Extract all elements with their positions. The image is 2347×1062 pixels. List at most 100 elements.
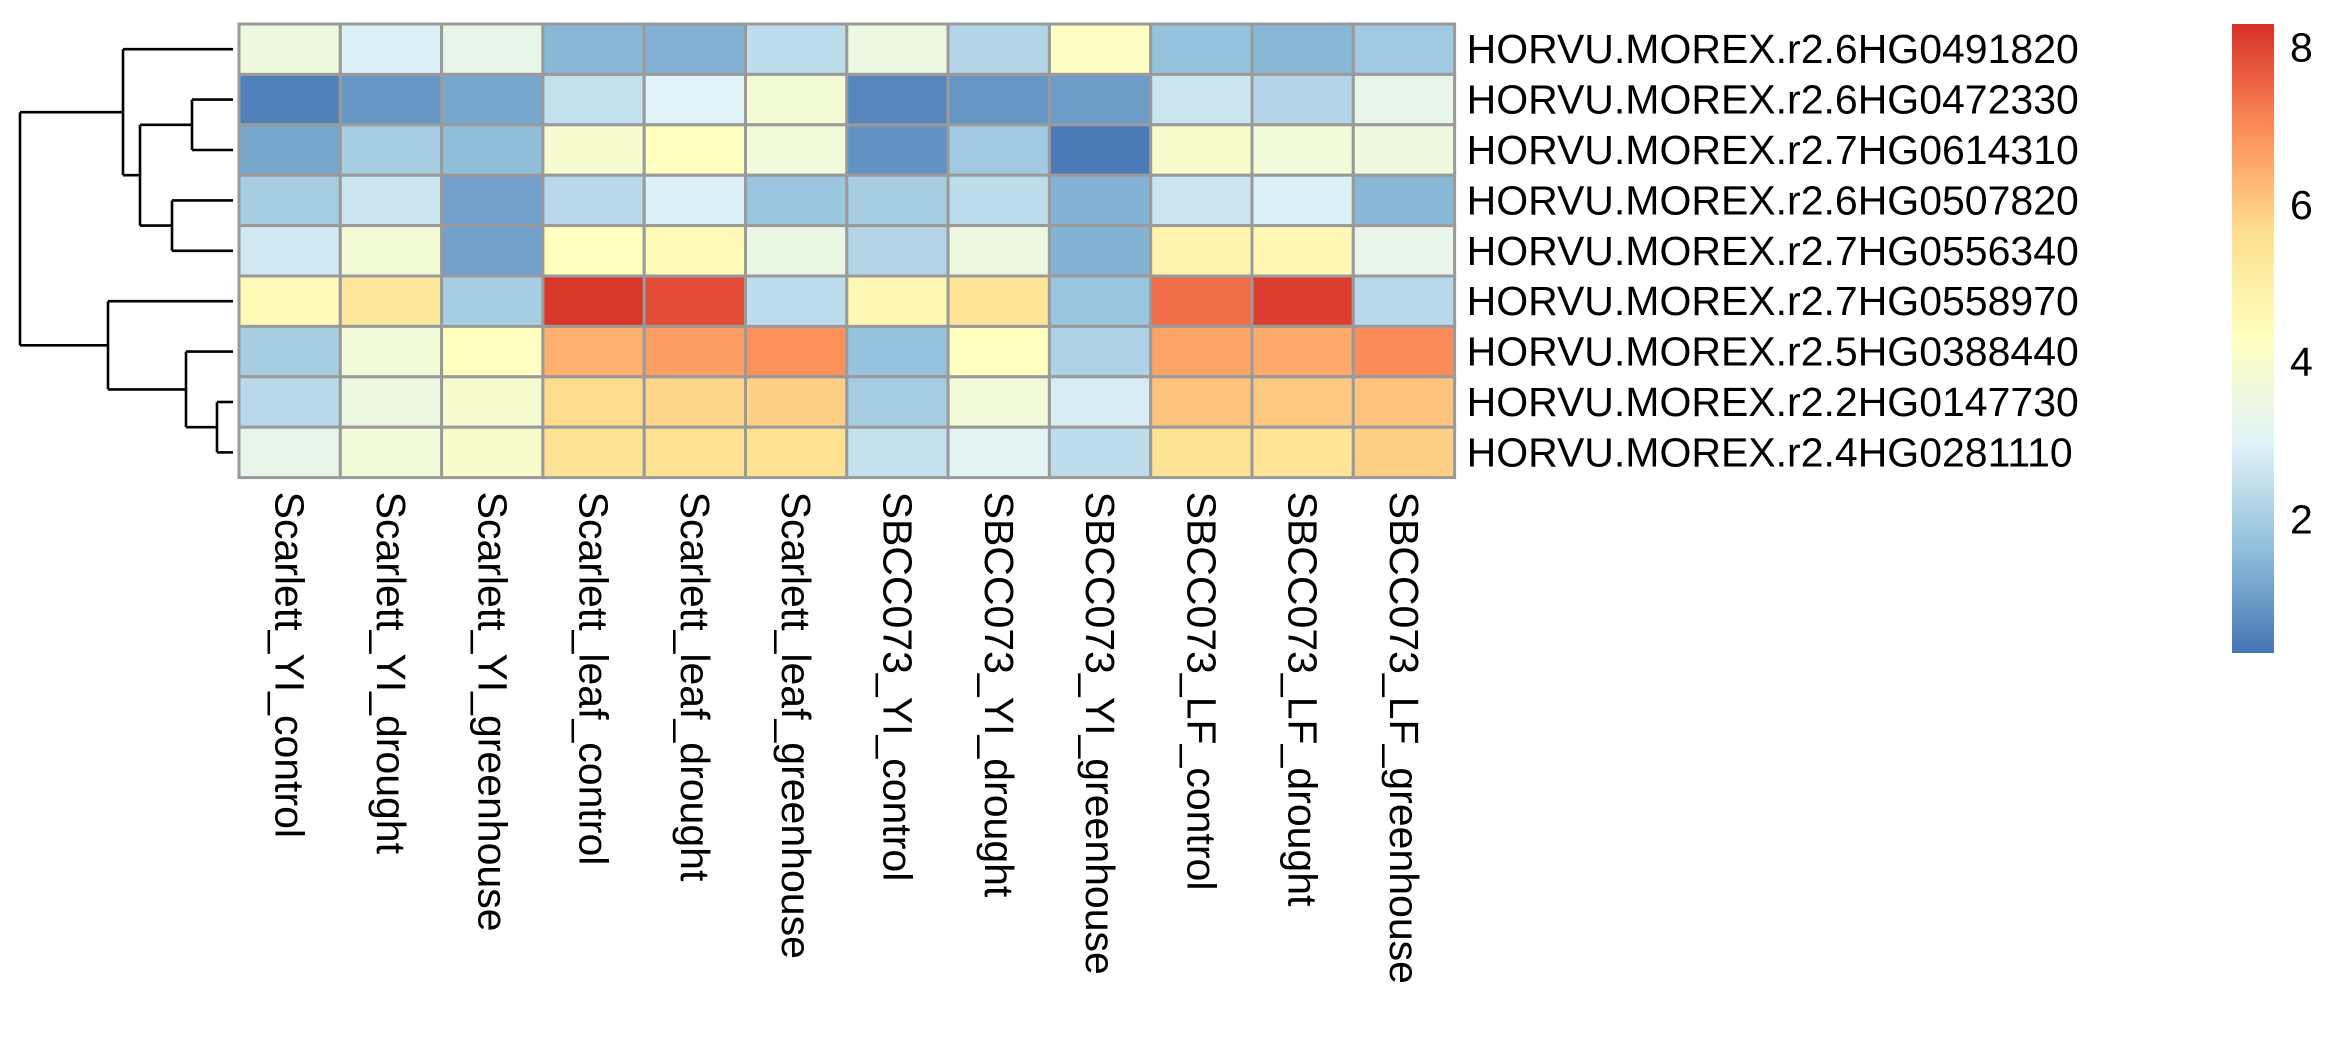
heatmap-cell bbox=[1351, 224, 1457, 278]
heatmap-cell bbox=[1351, 375, 1457, 429]
heatmap-cell bbox=[1149, 224, 1254, 278]
heatmap-cell bbox=[1047, 274, 1153, 328]
heatmap-cell bbox=[1047, 123, 1153, 177]
row-label: HORVU.MOREX.r2.7HG0558970 bbox=[1467, 278, 2079, 324]
column-label: SBCC073_LF_greenhouse bbox=[1381, 492, 1427, 984]
column-label: SBCC073_LF_drought bbox=[1280, 492, 1326, 907]
row-dendrogram bbox=[18, 47, 233, 454]
heatmap-cell bbox=[440, 324, 545, 379]
heatmap-cell bbox=[1047, 173, 1153, 228]
heatmap-cell bbox=[440, 375, 545, 429]
row-label: HORVU.MOREX.r2.7HG0614310 bbox=[1467, 127, 2079, 173]
heatmap-cell bbox=[946, 224, 1051, 278]
heatmap-cell bbox=[237, 274, 342, 328]
heatmap-cell bbox=[1250, 324, 1355, 379]
heatmap-cell bbox=[237, 123, 342, 177]
heatmap-cell bbox=[744, 375, 849, 429]
heatmap-cell bbox=[642, 375, 748, 429]
heatmap-cell bbox=[946, 274, 1051, 328]
column-label: Scarlett_leaf_control bbox=[571, 492, 617, 866]
heatmap-cell bbox=[541, 72, 646, 127]
column-label: Scarlett_leaf_greenhouse bbox=[773, 492, 819, 959]
heatmap-cell bbox=[1351, 324, 1457, 379]
heatmap-cell bbox=[237, 224, 342, 278]
heatmap-cell bbox=[440, 274, 545, 328]
heatmap-cell bbox=[744, 274, 849, 328]
heatmap-cell bbox=[1250, 22, 1355, 76]
column-label: Scarlett_YI_drought bbox=[368, 492, 414, 855]
heatmap-cell bbox=[845, 173, 950, 228]
heatmap-cell bbox=[440, 72, 545, 127]
heatmap-cell bbox=[237, 22, 342, 76]
heatmap-cell bbox=[1149, 72, 1254, 127]
heatmap-cell bbox=[1149, 22, 1254, 76]
heatmap-cell bbox=[338, 123, 444, 177]
heatmap-cell bbox=[541, 375, 646, 429]
heatmap-cell bbox=[541, 173, 646, 228]
heatmap-cell bbox=[338, 425, 444, 480]
heatmap-cell bbox=[642, 173, 748, 228]
row-label: HORVU.MOREX.r2.6HG0491820 bbox=[1467, 26, 2079, 72]
heatmap-cell bbox=[845, 274, 950, 328]
heatmap-cell bbox=[237, 173, 342, 228]
heatmap-cell bbox=[744, 72, 849, 127]
heatmap-cell bbox=[338, 324, 444, 379]
heatmap-cell bbox=[845, 375, 950, 429]
heatmap-cell bbox=[440, 425, 545, 480]
column-label: SBCC073_YI_greenhouse bbox=[1077, 492, 1123, 975]
heatmap-cell bbox=[946, 123, 1051, 177]
heatmap-cell bbox=[1149, 274, 1254, 328]
heatmap-cell bbox=[1351, 72, 1457, 127]
row-label: HORVU.MOREX.r2.6HG0507820 bbox=[1467, 177, 2079, 223]
heatmap-cell bbox=[946, 72, 1051, 127]
heatmap-cell bbox=[642, 22, 748, 76]
heatmap-cell bbox=[541, 123, 646, 177]
heatmap-cells bbox=[237, 22, 1457, 480]
heatmap-cell bbox=[440, 123, 545, 177]
heatmap-cell bbox=[1351, 123, 1457, 177]
column-label: SBCC073_LF_control bbox=[1178, 492, 1224, 891]
heatmap-cell bbox=[946, 173, 1051, 228]
heatmap-cell bbox=[1047, 375, 1153, 429]
colorbar-legend: 2 4 6 8 bbox=[2232, 24, 2313, 653]
heatmap-cell bbox=[946, 375, 1051, 429]
heatmap-cell bbox=[1149, 324, 1254, 379]
column-label: SBCC073_YI_drought bbox=[976, 492, 1022, 898]
row-label: HORVU.MOREX.r2.6HG0472330 bbox=[1467, 77, 2079, 123]
heatmap-cell bbox=[541, 324, 646, 379]
heatmap-cell bbox=[744, 123, 849, 177]
heatmap-cell bbox=[1149, 425, 1254, 480]
heatmap-cell bbox=[744, 324, 849, 379]
heatmap-cell bbox=[744, 224, 849, 278]
heatmap-cell bbox=[1250, 123, 1355, 177]
heatmap-cell bbox=[338, 375, 444, 429]
colorbar-tick-label: 2 bbox=[2290, 496, 2313, 542]
colorbar-gradient bbox=[2232, 24, 2274, 653]
column-labels: Scarlett_YI_control Scarlett_YI_drought Sc… bbox=[267, 492, 1427, 984]
heatmap-cell bbox=[1149, 173, 1254, 228]
heatmap-cell bbox=[440, 224, 545, 278]
heatmap-cell bbox=[1250, 224, 1355, 278]
heatmap-cell bbox=[1250, 173, 1355, 228]
heatmap-cell bbox=[338, 22, 444, 76]
row-label: HORVU.MOREX.r2.2HG0147730 bbox=[1467, 379, 2079, 425]
heatmap-cell bbox=[642, 274, 748, 328]
heatmap-cell bbox=[541, 224, 646, 278]
heatmap-cell bbox=[541, 22, 646, 76]
heatmap-cell bbox=[845, 22, 950, 76]
column-label: SBCC073_YI_control bbox=[874, 492, 920, 882]
colorbar-tick-label: 4 bbox=[2290, 339, 2313, 385]
heatmap-cell bbox=[845, 425, 950, 480]
heatmap-cell bbox=[1351, 274, 1457, 328]
heatmap-cell bbox=[946, 425, 1051, 480]
heatmap-cell bbox=[237, 425, 342, 480]
heatmap-cell bbox=[1250, 274, 1355, 328]
heatmap-cell bbox=[237, 375, 342, 429]
heatmap-cell bbox=[1351, 22, 1457, 76]
heatmap-cell bbox=[237, 72, 342, 127]
column-label: Scarlett_YI_greenhouse bbox=[469, 492, 515, 932]
heatmap-cell bbox=[1250, 375, 1355, 429]
heatmap-cell bbox=[338, 72, 444, 127]
heatmap-cell bbox=[744, 22, 849, 76]
